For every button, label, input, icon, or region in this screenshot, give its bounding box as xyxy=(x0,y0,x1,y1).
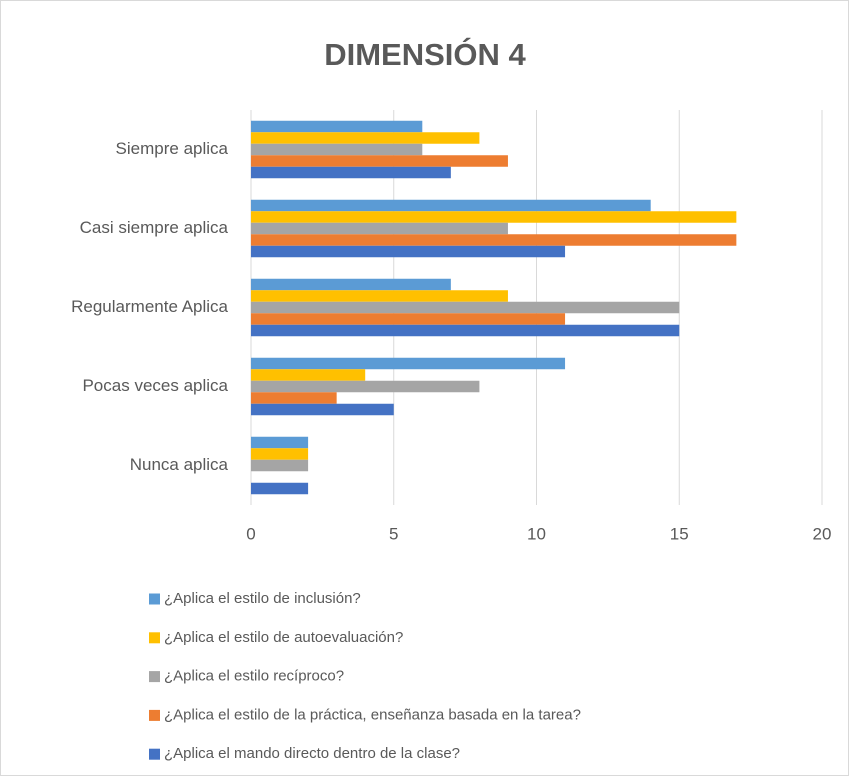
bar xyxy=(251,392,337,404)
bar xyxy=(251,369,366,381)
bar xyxy=(251,245,566,258)
y-tick-label: Pocas veces aplica xyxy=(82,376,228,395)
bar xyxy=(251,211,737,223)
legend-label: ¿Aplica el estilo recíproco? xyxy=(164,668,344,685)
bar xyxy=(251,459,309,472)
bar xyxy=(251,357,566,370)
x-tick-label: 5 xyxy=(389,524,398,543)
y-tick-label: Nunca aplica xyxy=(130,455,229,474)
bar xyxy=(251,290,508,302)
y-tick-label: Regularmente Aplica xyxy=(71,297,228,316)
chart-title: DIMENSIÓN 4 xyxy=(324,36,526,72)
x-tick-label: 20 xyxy=(813,524,832,543)
bar xyxy=(251,448,309,460)
bar xyxy=(251,324,680,337)
legend-swatch xyxy=(149,632,160,644)
bar xyxy=(251,199,651,212)
y-tick-label: Casi siempre aplica xyxy=(80,218,229,237)
legend-label: ¿Aplica el mando directo dentro de la cl… xyxy=(164,745,460,762)
legend-swatch xyxy=(149,709,160,721)
bar xyxy=(251,155,508,167)
bar xyxy=(251,166,451,179)
legend-label: ¿Aplica el estilo de la práctica, enseña… xyxy=(164,706,581,723)
bar xyxy=(251,313,566,325)
x-tick-label: 0 xyxy=(246,524,255,543)
bar xyxy=(251,234,737,246)
bar xyxy=(251,143,423,156)
x-tick-label: 15 xyxy=(670,524,689,543)
bar xyxy=(251,132,480,144)
legend-label: ¿Aplica el estilo de autoevaluación? xyxy=(164,629,403,646)
y-tick-label: Siempre aplica xyxy=(116,139,229,158)
legend-swatch xyxy=(149,593,160,605)
bar xyxy=(251,222,508,235)
bar xyxy=(251,482,309,495)
bar xyxy=(251,436,309,449)
legend-swatch xyxy=(149,671,160,683)
bar xyxy=(251,380,480,393)
bar xyxy=(251,278,451,291)
legend-label: ¿Aplica el estilo de inclusión? xyxy=(164,590,361,607)
legend-swatch xyxy=(149,748,160,760)
bar xyxy=(251,403,394,416)
bar xyxy=(251,120,423,133)
x-tick-label: 10 xyxy=(527,524,546,543)
bar xyxy=(251,301,680,314)
